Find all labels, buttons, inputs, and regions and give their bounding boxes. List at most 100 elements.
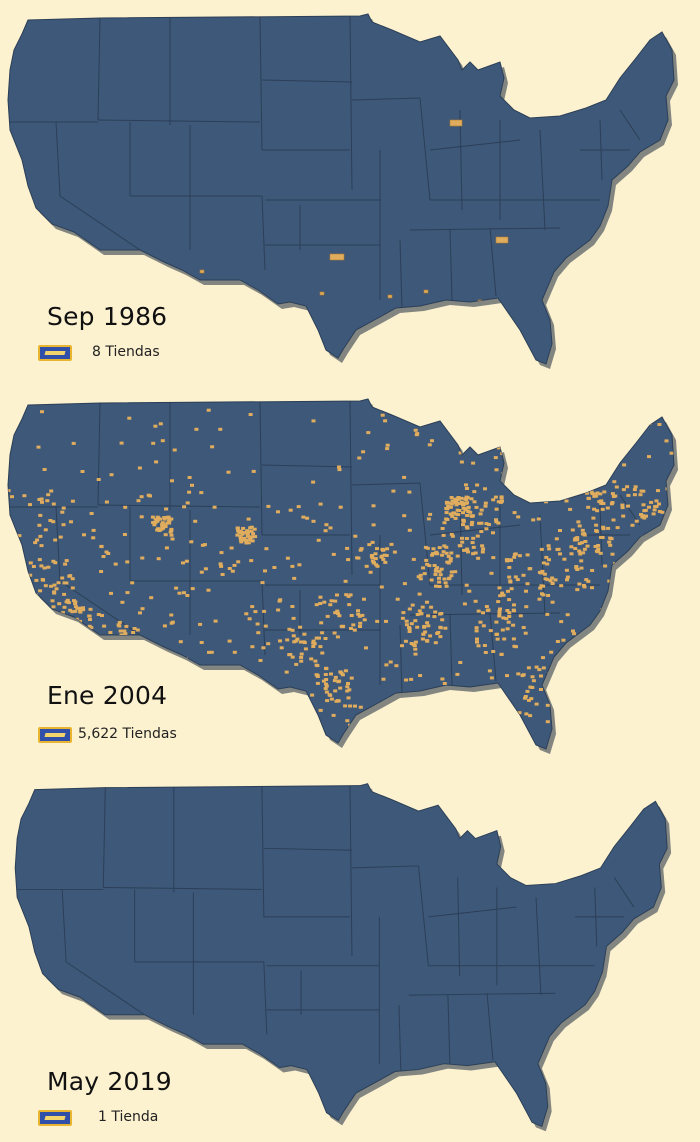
- store-marker: [153, 517, 158, 521]
- state-border: [55, 121, 141, 251]
- store-marker: [453, 497, 458, 501]
- store-marker: [2, 545, 6, 548]
- store-marker: [155, 518, 160, 522]
- store-marker: [241, 526, 246, 530]
- store-marker: [565, 578, 569, 582]
- store-marker: [346, 558, 351, 562]
- store-marker: [453, 516, 458, 520]
- map-panel-2019: May 2019 1 Tienda: [0, 770, 700, 1142]
- state-border: [457, 877, 461, 976]
- store-marker: [46, 493, 51, 497]
- store-marker: [632, 493, 637, 497]
- store-marker: [299, 652, 304, 656]
- store-marker: [541, 666, 546, 670]
- state-border: [539, 129, 546, 231]
- store-marker: [657, 423, 662, 426]
- store-marker: [407, 528, 412, 532]
- store-marker: [187, 476, 192, 479]
- store-marker: [318, 595, 323, 599]
- store-marker: [534, 665, 539, 669]
- store-marker: [323, 637, 328, 640]
- store-marker: [418, 573, 423, 577]
- store-marker: [547, 547, 552, 551]
- store-marker: [424, 558, 429, 562]
- store-marker: [174, 586, 179, 590]
- state-border: [486, 993, 494, 1060]
- store-marker: [449, 570, 454, 574]
- store-marker: [623, 440, 628, 444]
- store-marker: [611, 495, 616, 498]
- store-marker: [489, 676, 494, 680]
- store-marker: [336, 699, 341, 703]
- state-border: [408, 992, 556, 996]
- store-marker: [612, 480, 617, 484]
- store-marker: [507, 410, 512, 414]
- store-marker: [120, 600, 125, 604]
- store-marker: [113, 562, 118, 566]
- store-marker: [347, 688, 352, 692]
- store-marker: [251, 532, 256, 536]
- store-marker: [537, 485, 542, 489]
- store-marker: [82, 533, 86, 537]
- store-marker: [491, 498, 496, 502]
- store-marker: [641, 591, 645, 594]
- store-marker: [482, 644, 487, 647]
- store-marker: [413, 652, 418, 656]
- store-marker: [11, 539, 15, 543]
- store-marker: [578, 552, 583, 556]
- state-border: [351, 865, 419, 869]
- store-marker: [490, 416, 495, 420]
- store-marker: [512, 555, 517, 559]
- store-marker: [606, 674, 611, 678]
- store-marker: [61, 506, 66, 510]
- store-marker: [430, 439, 434, 443]
- store-marker: [318, 502, 323, 506]
- store-marker: [78, 609, 83, 613]
- store-marker: [450, 514, 455, 518]
- store-marker: [654, 412, 659, 416]
- store-marker: [504, 617, 509, 621]
- store-marker: [590, 569, 595, 572]
- store-marker: [70, 586, 75, 590]
- store-marker: [246, 530, 250, 534]
- store-marker: [358, 705, 363, 709]
- store-marker: [573, 454, 578, 458]
- store-marker: [481, 547, 486, 551]
- store-marker: [525, 689, 530, 693]
- store-marker: [28, 561, 33, 565]
- store-marker: [608, 536, 613, 540]
- store-marker: [29, 714, 34, 718]
- store-marker: [8, 538, 12, 542]
- store-marker: [245, 529, 250, 533]
- store-marker: [438, 625, 443, 629]
- store-marker: [521, 626, 526, 629]
- store-marker: [96, 613, 101, 616]
- store-marker: [49, 584, 54, 588]
- store-marker: [167, 519, 172, 523]
- store-marker: [106, 641, 111, 645]
- store-marker: [301, 515, 306, 519]
- store-marker: [541, 656, 545, 660]
- store-marker: [536, 517, 541, 521]
- store-marker: [150, 515, 155, 519]
- store-marker: [26, 673, 31, 677]
- store-marker: [63, 629, 68, 633]
- store-marker: [38, 589, 43, 593]
- store-marker: [595, 491, 600, 495]
- store-marker: [402, 582, 407, 586]
- store-marker: [545, 720, 550, 724]
- store-marker: [290, 655, 295, 659]
- store-marker: [199, 570, 204, 574]
- state-border: [429, 524, 521, 536]
- store-marker: [479, 530, 484, 533]
- store-marker: [123, 632, 128, 636]
- store-marker: [443, 626, 448, 630]
- store-marker: [356, 556, 361, 560]
- store-marker: [531, 475, 536, 478]
- store-marker: [462, 548, 467, 552]
- store-marker: [594, 523, 599, 527]
- store-marker: [523, 695, 528, 698]
- store-marker: [15, 624, 20, 628]
- store-marker: [60, 639, 65, 643]
- store-marker: [369, 554, 374, 557]
